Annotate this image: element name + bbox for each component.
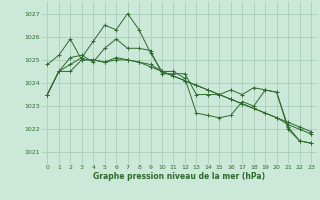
X-axis label: Graphe pression niveau de la mer (hPa): Graphe pression niveau de la mer (hPa) xyxy=(93,172,265,181)
